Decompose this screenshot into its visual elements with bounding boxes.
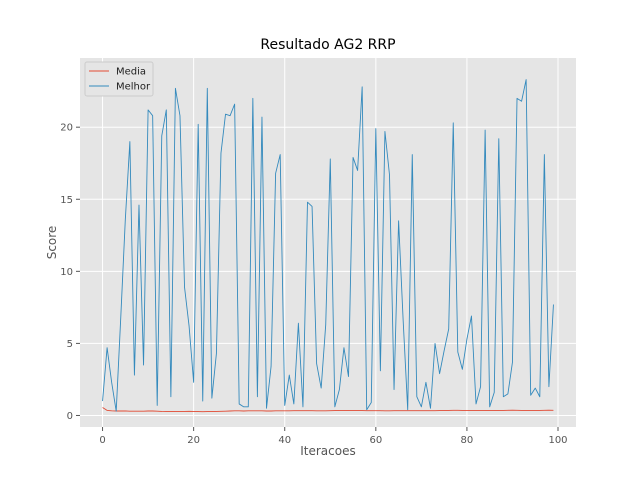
y-tick-label: 20 <box>60 123 73 134</box>
x-tick-label: 40 <box>278 435 291 446</box>
y-tick-label: 10 <box>60 267 73 278</box>
x-tick-label: 0 <box>99 435 105 446</box>
series-line-media <box>102 407 554 413</box>
x-axis-label: Iteracoes <box>300 444 356 458</box>
x-tick-label: 20 <box>187 435 200 446</box>
x-tick-label: 60 <box>369 435 382 446</box>
legend-label-media: Media <box>116 67 146 78</box>
y-axis-label: Score <box>45 226 59 260</box>
legend-label-melhor: Melhor <box>116 82 151 93</box>
y-tick-label: 5 <box>67 339 73 350</box>
x-tick-label: 80 <box>461 435 474 446</box>
grid <box>80 58 576 427</box>
series-line-melhor <box>102 79 554 412</box>
y-tick-label: 0 <box>67 411 73 422</box>
ticks: 0 20 40 60 80 100 0 5 10 15 20 <box>60 123 567 446</box>
x-tick-label: 100 <box>548 435 567 446</box>
y-tick-label: 15 <box>60 195 73 206</box>
chart-title: Resultado AG2 RRP <box>260 37 395 53</box>
series-lines <box>102 79 554 413</box>
legend: Media Melhor <box>84 61 154 97</box>
